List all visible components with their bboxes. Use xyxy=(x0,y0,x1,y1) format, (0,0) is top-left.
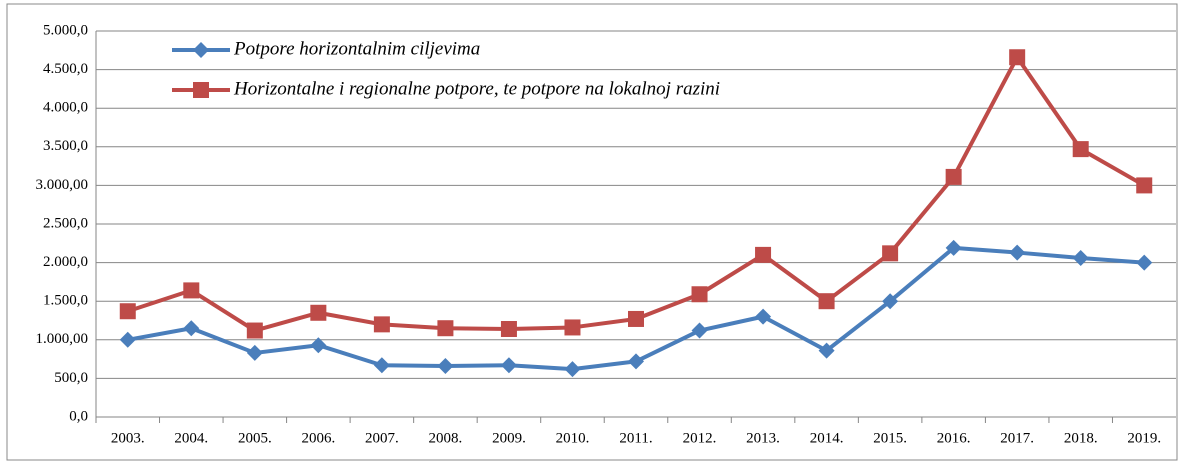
plot xyxy=(119,49,1153,378)
legend-label: Potpore horizontalnim ciljevima xyxy=(233,38,480,59)
y-tick-label: 3.000,00 xyxy=(36,177,89,193)
y-tick-label: 500,0 xyxy=(54,370,88,386)
x-tick-label: 2009. xyxy=(492,430,526,446)
marker xyxy=(564,319,581,336)
marker xyxy=(564,361,581,378)
marker xyxy=(119,331,136,348)
marker xyxy=(437,358,454,375)
marker xyxy=(183,282,200,299)
y-tick-label: 4.500,0 xyxy=(43,61,88,77)
marker xyxy=(818,293,835,310)
marker xyxy=(691,322,708,339)
x-tick-label: 2015. xyxy=(873,430,907,446)
x-tick-label: 2010. xyxy=(556,430,590,446)
marker xyxy=(193,42,209,58)
y-tick-label: 0,0 xyxy=(69,408,88,424)
marker xyxy=(882,245,899,262)
marker xyxy=(1072,249,1089,266)
x-tick-label: 2012. xyxy=(683,430,717,446)
marker xyxy=(755,308,772,325)
x-tick-label: 2008. xyxy=(429,430,463,446)
x-tick-label: 2007. xyxy=(365,430,399,446)
marker xyxy=(1136,177,1153,194)
grid: 0,0 500,0 1.000,00 1.500,0 2.000,0 2.500,0 3.0… xyxy=(36,22,1176,446)
marker xyxy=(310,337,327,354)
y-tick-label: 2.000,0 xyxy=(43,254,88,270)
marker xyxy=(500,357,517,374)
marker xyxy=(373,316,390,333)
y-tick-label: 1.000,00 xyxy=(36,331,89,347)
marker xyxy=(628,310,644,327)
marker xyxy=(119,303,136,320)
marker xyxy=(818,342,835,359)
marker xyxy=(1072,141,1089,158)
x-tick-label: 2019. xyxy=(1127,430,1161,446)
x-tick-label: 2011. xyxy=(619,430,652,446)
marker xyxy=(628,353,644,370)
y-tick-label: 1.500,0 xyxy=(43,293,88,309)
x-tick-label: 2017. xyxy=(1000,430,1034,446)
marker xyxy=(310,304,327,321)
x-tick-label: 2018. xyxy=(1064,430,1098,446)
marker xyxy=(945,239,962,256)
marker xyxy=(373,357,390,374)
y-tick-label: 2.500,0 xyxy=(43,215,88,231)
x-tick-label: 2005. xyxy=(238,430,272,446)
marker xyxy=(882,293,899,310)
marker xyxy=(1136,254,1153,271)
marker xyxy=(691,286,708,303)
marker xyxy=(1009,244,1026,261)
marker xyxy=(500,320,517,337)
legend-label: Horizontalne i regionalne potpore, te po… xyxy=(233,78,720,99)
y-tick-label: 4.000,0 xyxy=(43,100,88,116)
x-tick-label: 2016. xyxy=(937,430,971,446)
marker xyxy=(437,320,454,337)
y-tick-label: 3.500,0 xyxy=(43,138,88,154)
x-tick-label: 2004. xyxy=(174,430,208,446)
marker xyxy=(755,246,772,263)
marker xyxy=(246,344,263,361)
x-tick-label: 2006. xyxy=(301,430,335,446)
marker xyxy=(193,82,209,98)
x-tick-label: 2014. xyxy=(810,430,844,446)
x-tick-label: 2003. xyxy=(111,430,145,446)
marker xyxy=(183,320,200,337)
marker xyxy=(945,168,962,185)
marker xyxy=(1009,49,1026,66)
y-tick-label: 5.000,0 xyxy=(43,22,88,38)
marker xyxy=(246,322,263,339)
x-tick-label: 2013. xyxy=(746,430,780,446)
legend: Potpore horizontalnim ciljevima Horizonta… xyxy=(172,38,720,99)
chart-frame xyxy=(6,3,1178,461)
